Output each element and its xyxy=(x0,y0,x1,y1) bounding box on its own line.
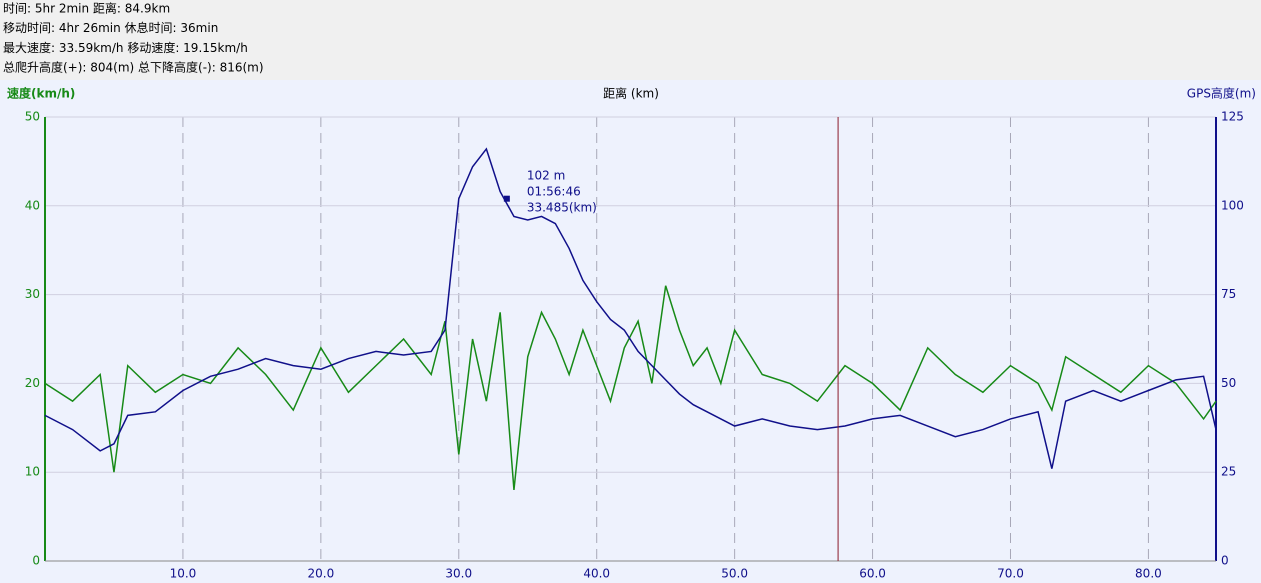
annotation-text: 01:56:46 xyxy=(527,185,581,199)
y2-tick-label: 25 xyxy=(1221,465,1236,479)
y2-tick-label: 75 xyxy=(1221,287,1236,301)
x-tick-label: 80.0 xyxy=(1135,567,1162,581)
stat-line: 最大速度: 33.59km/h 移动速度: 19.15km/h xyxy=(3,40,248,55)
x-tick-label: 40.0 xyxy=(583,567,610,581)
x-tick-label: 30.0 xyxy=(445,567,472,581)
y-tick-label: 50 xyxy=(25,110,40,124)
y-tick-label: 20 xyxy=(25,376,40,390)
annotation-text: 33.485(km) xyxy=(527,201,597,215)
y-tick-label: 0 xyxy=(32,554,40,568)
y2-tick-label: 125 xyxy=(1221,110,1244,124)
y2-tick-label: 0 xyxy=(1221,554,1229,568)
stat-line: 时间: 5hr 2min 距离: 84.9km xyxy=(3,1,170,16)
x-tick-label: 70.0 xyxy=(997,567,1024,581)
series-line xyxy=(44,147,1217,469)
stat-line: 移动时间: 4hr 26min 休息时间: 36min xyxy=(3,20,218,35)
y2-tick-label: 100 xyxy=(1221,198,1244,212)
plot-bg xyxy=(0,80,1261,583)
header-bg xyxy=(0,0,1261,80)
y-tick-label: 40 xyxy=(25,198,40,212)
y-tick-label: 30 xyxy=(25,287,40,301)
y-tick-label: 10 xyxy=(25,465,40,479)
y2-tick-label: 50 xyxy=(1221,376,1236,390)
annotation-text: 102 m xyxy=(527,169,565,183)
x-tick-label: 20.0 xyxy=(307,567,334,581)
x-axis-label: 距离 (km) xyxy=(603,86,659,101)
annotation-point xyxy=(503,195,510,202)
x-tick-label: 60.0 xyxy=(859,567,886,581)
series-line xyxy=(44,285,1217,491)
stat-line: 总爬升高度(+): 804(m) 总下降高度(-): 816(m) xyxy=(3,60,264,75)
x-tick-label: 50.0 xyxy=(721,567,748,581)
y-axis-label: 速度(km/h) xyxy=(7,86,75,101)
x-tick-label: 10.0 xyxy=(170,567,197,581)
y2-axis-label: GPS高度(m) xyxy=(1187,86,1256,101)
